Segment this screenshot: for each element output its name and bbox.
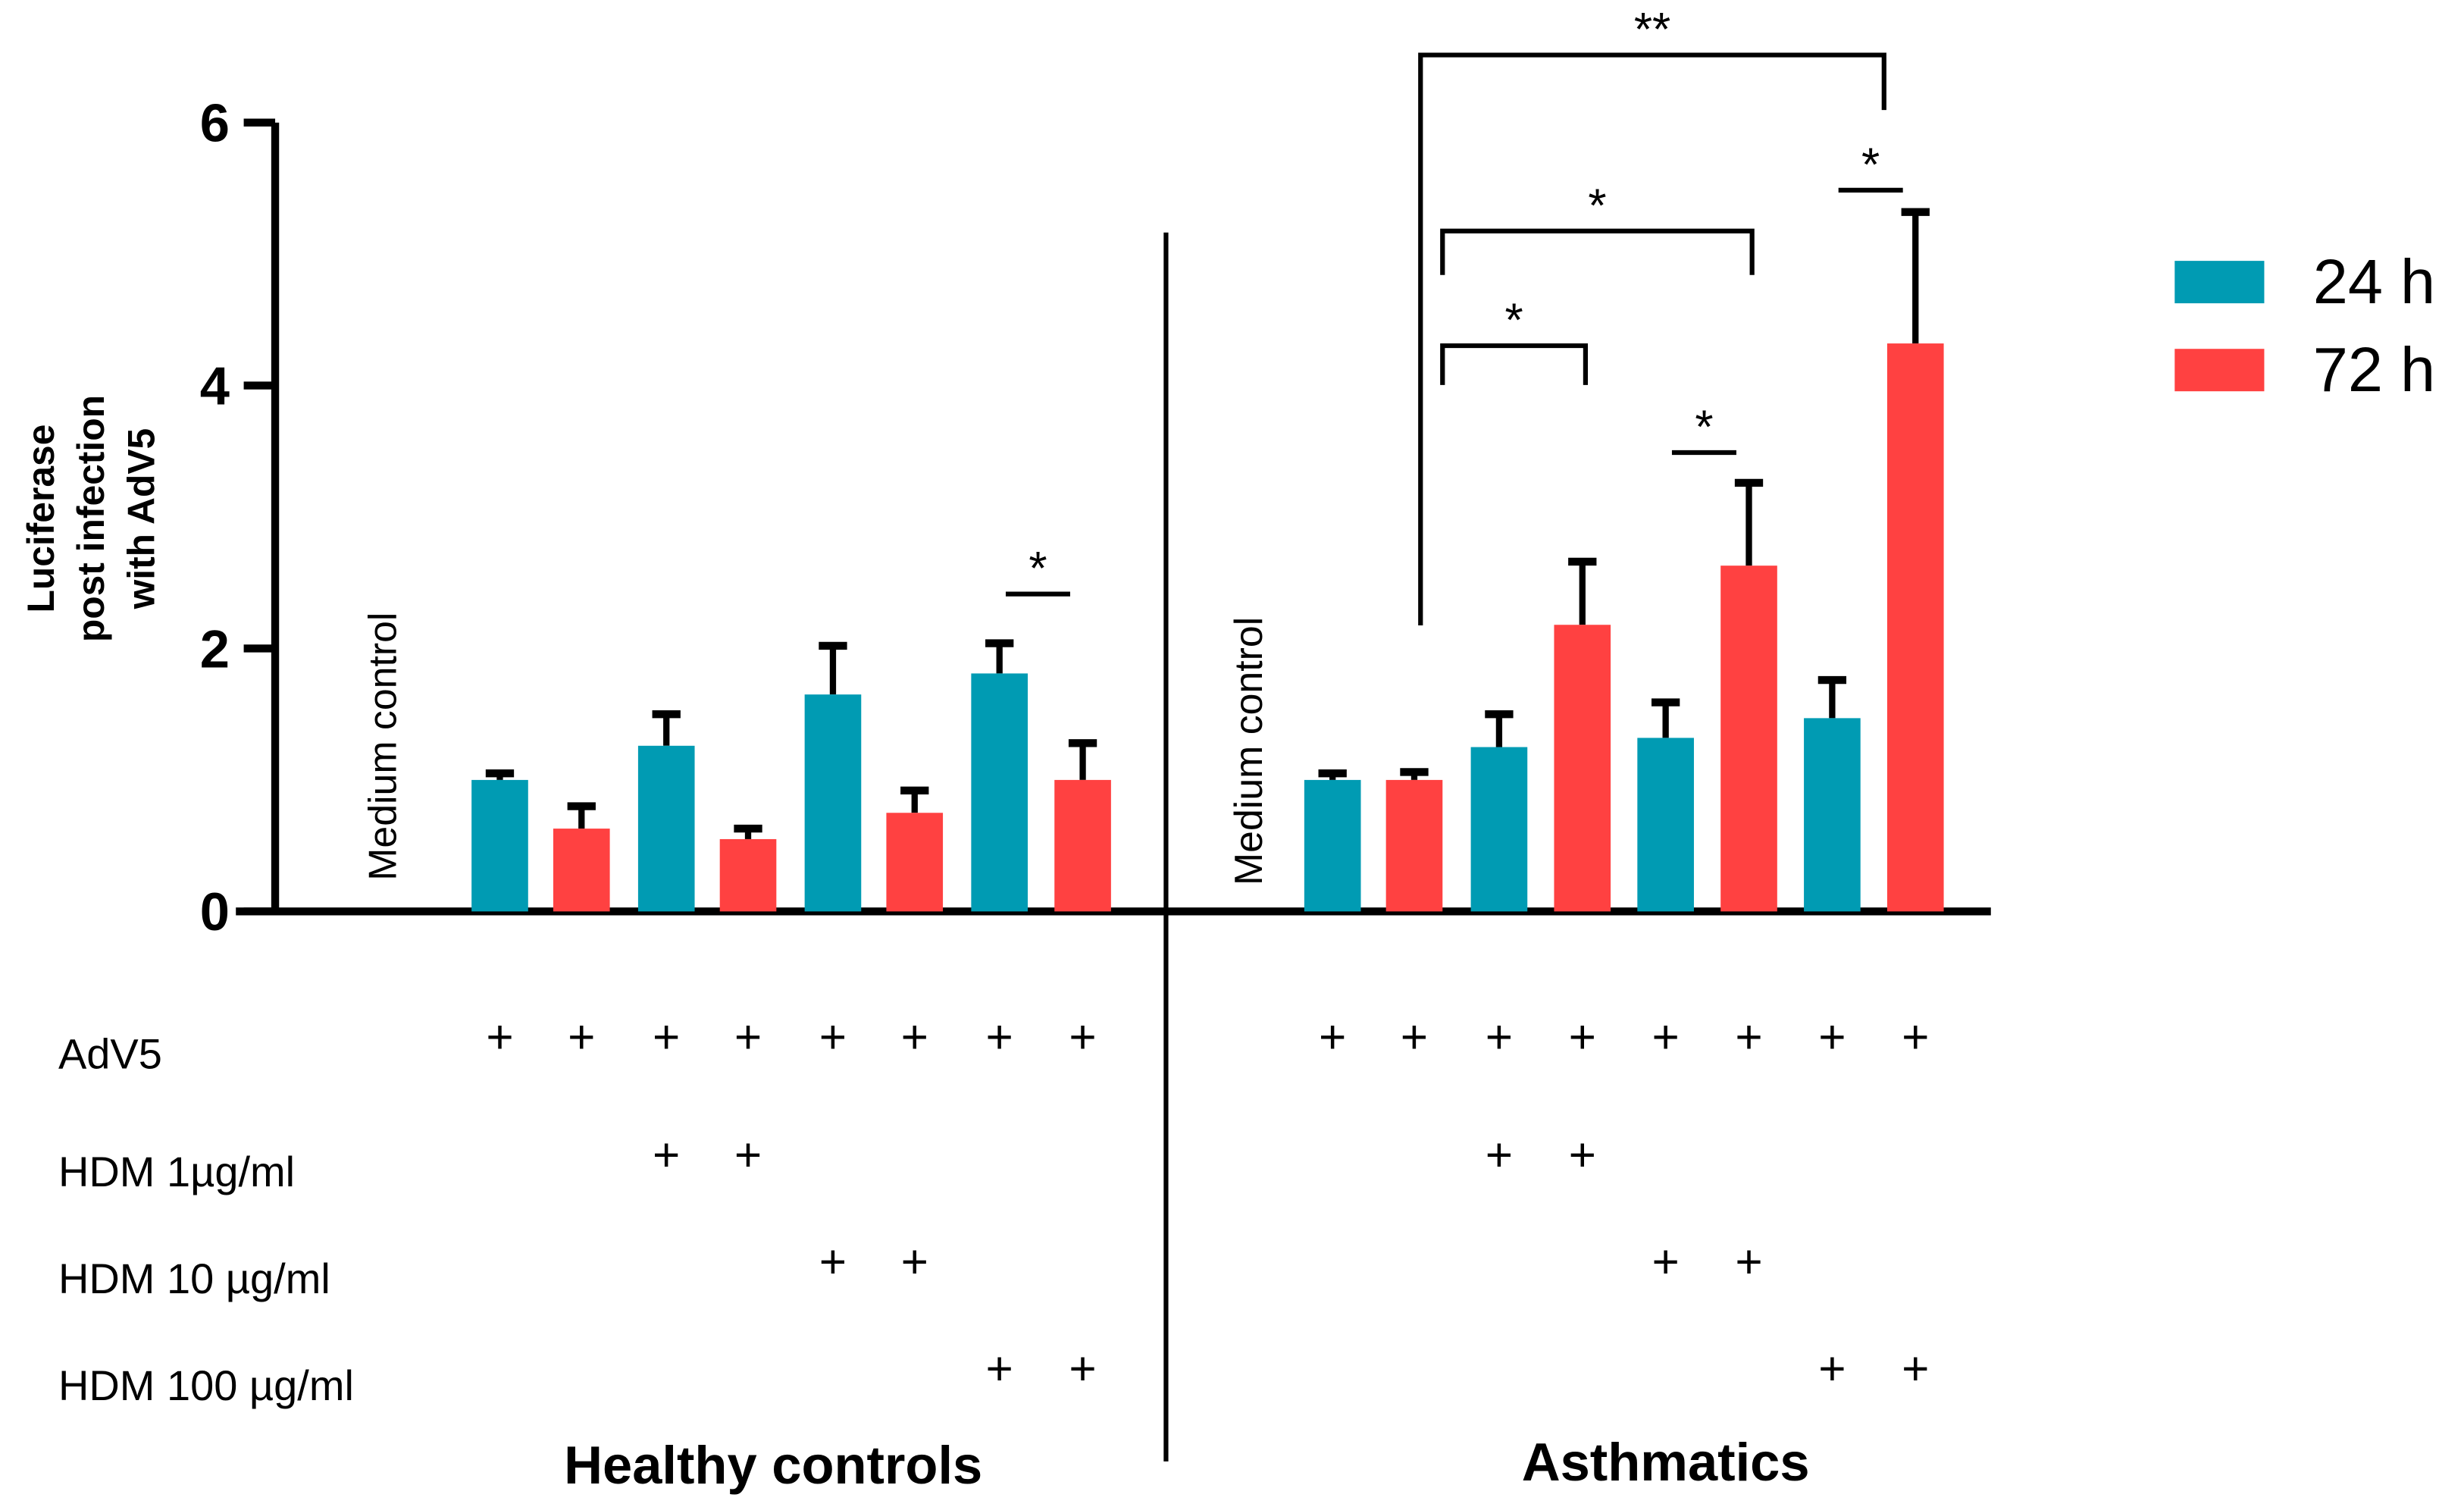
significance-label: * bbox=[1861, 139, 1880, 191]
treatment-mark: + bbox=[986, 1011, 1013, 1064]
treatment-mark: + bbox=[1902, 1343, 1929, 1395]
bar bbox=[804, 694, 862, 912]
y-label-line-1: Luciferase bbox=[20, 425, 62, 613]
bar bbox=[471, 779, 528, 912]
significance-label: * bbox=[1028, 543, 1047, 595]
group-label-asthmatics: Asthmatics bbox=[1522, 1432, 1810, 1492]
treatment-mark: + bbox=[819, 1236, 847, 1288]
significance-label: ** bbox=[1634, 4, 1670, 56]
bar bbox=[1385, 779, 1443, 912]
y-tick-label: 4 bbox=[200, 356, 230, 415]
treatment-row-label: HDM 1µg/ml bbox=[58, 1148, 295, 1195]
treatment-row-label: AdV5 bbox=[58, 1030, 162, 1078]
bar bbox=[719, 838, 777, 912]
y-label-line-2: post infection bbox=[70, 395, 112, 642]
y-tick-label: 2 bbox=[200, 619, 230, 678]
treatment-mark: + bbox=[1652, 1236, 1679, 1288]
bar bbox=[1054, 779, 1111, 912]
bar bbox=[1470, 747, 1528, 912]
significance-annotations: ******* bbox=[1005, 4, 1903, 626]
bar bbox=[637, 745, 695, 912]
significance-label: * bbox=[1588, 180, 1606, 232]
treatment-mark: + bbox=[653, 1011, 680, 1064]
bar bbox=[886, 813, 944, 912]
y-label-line-3: with AdV5 bbox=[120, 428, 162, 610]
bar bbox=[1554, 625, 1611, 912]
treatment-mark: + bbox=[734, 1011, 762, 1064]
treatment-mark: + bbox=[1319, 1011, 1346, 1064]
bar bbox=[1720, 566, 1777, 912]
treatment-mark: + bbox=[734, 1129, 762, 1181]
treatment-mark: + bbox=[1069, 1011, 1096, 1064]
treatment-mark: + bbox=[1486, 1011, 1513, 1064]
legend-swatch-72h bbox=[2174, 349, 2265, 392]
y-axis-label: Luciferase post infection with AdV5 bbox=[20, 395, 163, 642]
bar bbox=[1886, 343, 1944, 912]
treatment-table: AdV5 + + + + + + + + + + + + + + + + HDM 1µg/ml + + + + HDM 10… bbox=[58, 1011, 1929, 1409]
medium-control-label-asthmatics: Medium control bbox=[1226, 617, 1270, 885]
legend: 24 h 72 h bbox=[2174, 246, 2435, 405]
bar bbox=[1304, 779, 1361, 912]
treatment-mark: + bbox=[901, 1236, 928, 1288]
legend-swatch-24h bbox=[2174, 261, 2265, 304]
treatment-mark: + bbox=[819, 1011, 847, 1064]
group-label-healthy: Healthy controls bbox=[564, 1435, 982, 1495]
significance-bracket bbox=[1440, 228, 1755, 275]
treatment-mark: + bbox=[568, 1011, 595, 1064]
treatment-mark: + bbox=[1902, 1011, 1929, 1064]
treatment-mark: + bbox=[1652, 1011, 1679, 1064]
significance-label: * bbox=[1695, 402, 1713, 454]
bars bbox=[471, 208, 1944, 912]
significance-label: * bbox=[1505, 295, 1523, 347]
significance-bracket bbox=[1440, 343, 1589, 385]
legend-label-24h: 24 h bbox=[2313, 246, 2435, 317]
treatment-mark: + bbox=[653, 1129, 680, 1181]
bar bbox=[1804, 718, 1861, 912]
treatment-mark: + bbox=[1069, 1343, 1096, 1395]
medium-control-label-healthy: Medium control bbox=[361, 613, 405, 881]
treatment-mark: + bbox=[1735, 1011, 1762, 1064]
treatment-mark: + bbox=[1818, 1343, 1846, 1395]
treatment-mark: + bbox=[901, 1011, 928, 1064]
significance-bracket bbox=[1418, 52, 1886, 626]
bar bbox=[553, 829, 610, 912]
treatment-mark: + bbox=[1401, 1011, 1428, 1064]
bar bbox=[1637, 738, 1694, 912]
treatment-mark: + bbox=[1486, 1129, 1513, 1181]
axes: 0 2 4 6 bbox=[200, 93, 1991, 1462]
treatment-mark: + bbox=[986, 1343, 1013, 1395]
treatment-mark: + bbox=[1735, 1236, 1762, 1288]
y-tick-label: 0 bbox=[200, 882, 230, 941]
treatment-row-label: HDM 100 µg/ml bbox=[58, 1361, 354, 1409]
bar bbox=[971, 673, 1028, 912]
y-tick-label: 6 bbox=[200, 93, 230, 153]
treatment-row-label: HDM 10 µg/ml bbox=[58, 1255, 330, 1302]
treatment-mark: + bbox=[486, 1011, 513, 1064]
treatment-mark: + bbox=[1569, 1011, 1596, 1064]
treatment-mark: + bbox=[1818, 1011, 1846, 1064]
legend-label-72h: 72 h bbox=[2313, 334, 2435, 405]
treatment-mark: + bbox=[1569, 1129, 1596, 1181]
